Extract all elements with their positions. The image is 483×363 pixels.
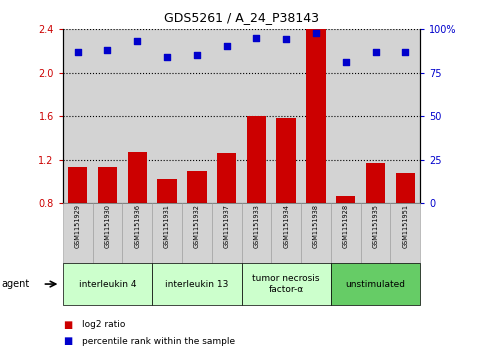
Text: agent: agent (1, 279, 29, 289)
Bar (247, 116, 266, 203)
Text: GSM1151937: GSM1151937 (224, 204, 229, 248)
Text: unstimulated: unstimulated (345, 280, 406, 289)
Point (401, 49, 409, 54)
Text: GDS5261 / A_24_P38143: GDS5261 / A_24_P38143 (164, 11, 319, 24)
Text: ■: ■ (63, 320, 72, 330)
Text: GSM1151934: GSM1151934 (283, 204, 289, 248)
Text: ■: ■ (63, 336, 72, 346)
Text: GSM1151935: GSM1151935 (372, 204, 379, 248)
Text: GSM1151938: GSM1151938 (313, 204, 319, 248)
Bar (187, 171, 207, 203)
Text: interleukin 13: interleukin 13 (165, 280, 228, 289)
Point (372, 49, 380, 54)
Text: log2 ratio: log2 ratio (82, 321, 126, 329)
Bar (366, 163, 385, 203)
Text: tumor necrosis
factor-α: tumor necrosis factor-α (253, 274, 320, 294)
Text: GSM1151928: GSM1151928 (343, 204, 349, 249)
Text: GSM1151930: GSM1151930 (104, 204, 111, 248)
Point (163, 54, 171, 60)
Point (74, 49, 82, 54)
Point (193, 52, 201, 58)
Bar (276, 118, 296, 203)
Text: GSM1151932: GSM1151932 (194, 204, 200, 248)
Point (104, 47, 112, 53)
Text: GSM1151951: GSM1151951 (402, 204, 408, 248)
Text: GSM1151933: GSM1151933 (254, 204, 259, 248)
Point (282, 37, 290, 42)
Text: interleukin 4: interleukin 4 (79, 280, 136, 289)
Bar (396, 173, 415, 203)
Point (133, 38, 141, 44)
Bar (306, 5, 326, 203)
Bar (98, 167, 117, 203)
Point (342, 59, 350, 65)
Point (223, 44, 230, 49)
Text: percentile rank within the sample: percentile rank within the sample (82, 337, 235, 346)
Bar (157, 179, 177, 203)
Point (312, 30, 320, 36)
Text: GSM1151936: GSM1151936 (134, 204, 140, 248)
Bar (68, 167, 87, 203)
Text: GSM1151931: GSM1151931 (164, 204, 170, 248)
Bar (217, 153, 236, 203)
Bar (336, 196, 355, 203)
Bar (128, 152, 147, 203)
Text: GSM1151929: GSM1151929 (75, 204, 81, 248)
Point (253, 35, 260, 41)
